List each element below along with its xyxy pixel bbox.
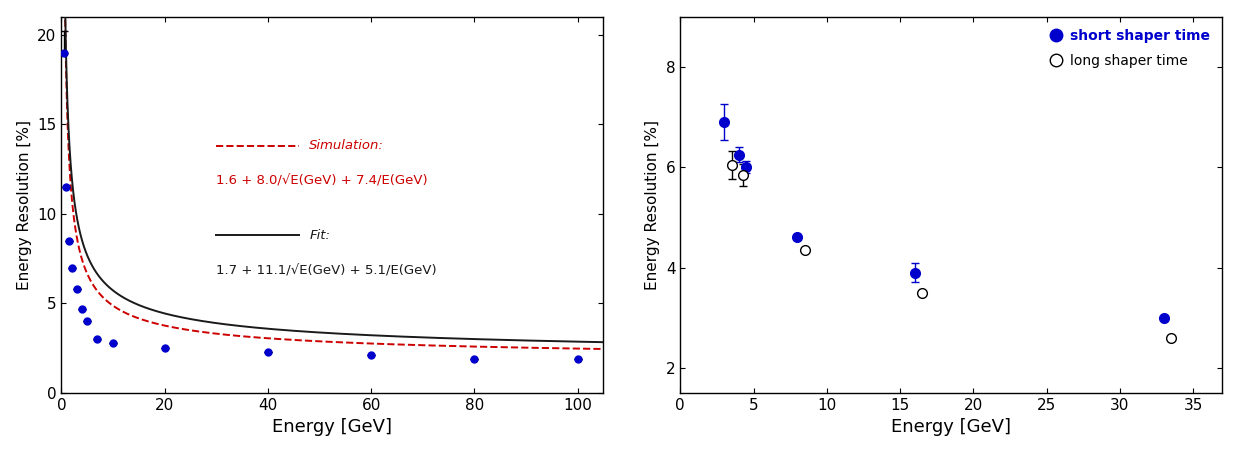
Y-axis label: Energy Resolution [%]: Energy Resolution [%]: [646, 120, 660, 290]
Text: 1.6 + 8.0/√E(GeV) + 7.4/E(GeV): 1.6 + 8.0/√E(GeV) + 7.4/E(GeV): [217, 175, 427, 188]
Text: 1.7 + 11.1/√E(GeV) + 5.1/E(GeV): 1.7 + 11.1/√E(GeV) + 5.1/E(GeV): [217, 265, 437, 278]
X-axis label: Energy [GeV]: Energy [GeV]: [891, 418, 1011, 436]
Legend: short shaper time, long shaper time: short shaper time, long shaper time: [1044, 24, 1215, 74]
X-axis label: Energy [GeV]: Energy [GeV]: [273, 418, 393, 436]
Y-axis label: Energy Resolution [%]: Energy Resolution [%]: [16, 120, 32, 290]
Text: Simulation:: Simulation:: [310, 139, 384, 152]
Text: Fit:: Fit:: [310, 229, 330, 242]
